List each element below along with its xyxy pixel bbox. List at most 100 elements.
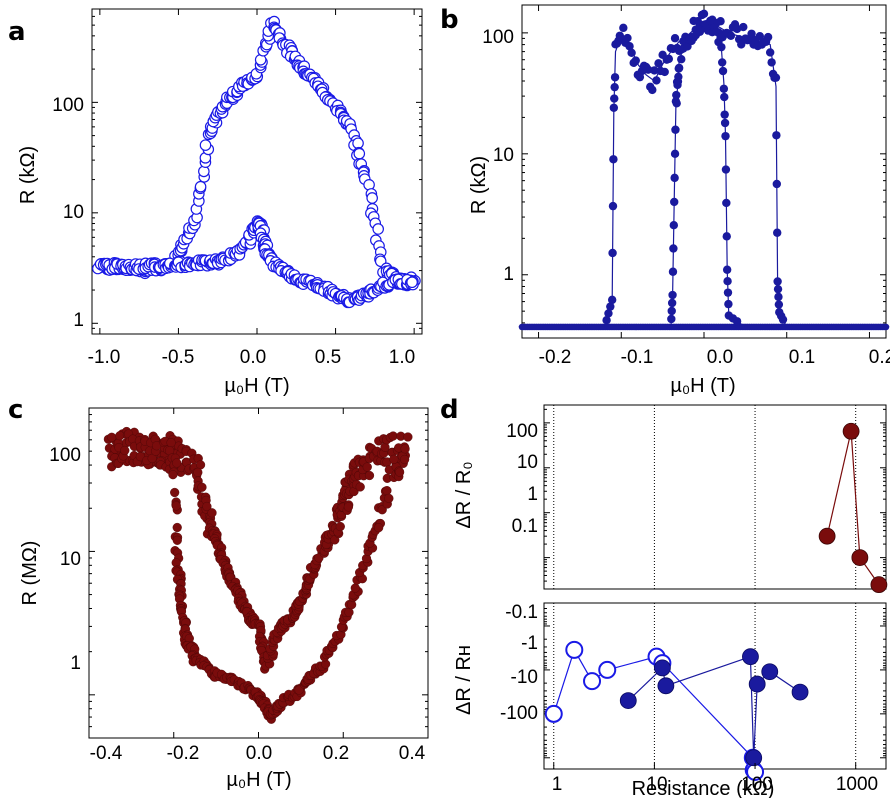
panel-b-data-point (648, 85, 657, 95)
panel-d-xtick: 1000 (836, 774, 878, 795)
panel-d-gridlines (553, 405, 857, 769)
panel-a-xlabel: µ₀H (T) (224, 375, 289, 397)
panel-b-xtick: 0.2 (869, 347, 890, 368)
panel-a-ytick: 10 (63, 202, 84, 223)
panel-d-bottom-data-point (598, 660, 617, 679)
panel-a-xtick: -0.5 (162, 347, 195, 368)
panel-c-x-ticks: -0.4 -0.2 0.0 0.2 0.4 (90, 743, 426, 764)
panel-d-xtick: 1 (552, 774, 563, 795)
panel-d-bottom-data-point (653, 659, 671, 677)
panel-b-data-point (608, 248, 617, 258)
panel-b-data-point (609, 155, 618, 164)
panel-b-data-point (668, 290, 677, 300)
panel-d-bottom-ytick: -10 (511, 667, 538, 688)
panel-d-top-ytick: 10 (517, 452, 538, 473)
panel-c-y-ticks: 1 10 100 (49, 445, 81, 674)
panel-c-data-point (400, 444, 410, 454)
panel-b-data-point (674, 72, 683, 81)
panel-b-data-point (882, 323, 890, 331)
panel-c-data-point (166, 438, 176, 448)
panel-d-top-data-point (870, 576, 888, 594)
panel-b-data-point (739, 22, 748, 32)
panel-c-data-point (343, 502, 354, 512)
panel-b-data-point (774, 300, 784, 309)
panel-c-plot (88, 407, 429, 739)
panel-d-xlabel: Resistance (kΩ) (632, 778, 775, 798)
panel-c-data-point (355, 482, 365, 492)
panel-c-data-point (335, 521, 345, 532)
panel-b-data-point (720, 110, 729, 119)
panel-c-data-point (170, 487, 180, 498)
panel-a-y-ticks: 1 10 100 (52, 95, 84, 331)
panel-d-top-ytick: 1 (527, 484, 538, 505)
panel-b-data-point (767, 58, 776, 67)
panel-c-data-point (172, 535, 182, 545)
panel-c-data-point (389, 454, 399, 464)
panel-c-data-point (172, 458, 182, 468)
panel-d-bottom-y-ticks: -0.1 -1 -10 -100 (500, 602, 538, 724)
panel-b-data-point (695, 27, 705, 36)
panel-c-data-point (172, 522, 182, 533)
panel-c-data-point (403, 432, 413, 442)
panel-a-data-point (406, 276, 418, 289)
panel-b-data-point (720, 118, 730, 128)
panel-d-bottom-data-point (583, 672, 602, 691)
panel-b-data-point (765, 48, 775, 57)
panel-b-data-point (721, 131, 730, 141)
panel-b-plot (518, 5, 890, 339)
panel-c-xtick: 0.0 (246, 743, 272, 764)
panel-b-data-point (773, 228, 782, 237)
panel-b-ytick: 10 (493, 145, 514, 166)
panel-b-data-point (674, 63, 684, 73)
panel-d-bottom-plot (544, 602, 886, 781)
panel-a-plot (92, 8, 422, 335)
panel-c-data-point (171, 501, 181, 511)
panel-d-top-ylabel: ΔR / R₀ (453, 461, 475, 528)
panel-b-ytick: 100 (482, 27, 514, 48)
panel-b-series-line (522, 20, 886, 328)
panel-c-xtick: -0.4 (90, 743, 123, 764)
panel-c-data-point (400, 454, 410, 465)
panel-a-xtick: 0.0 (240, 347, 266, 368)
panel-b-data-point (721, 165, 731, 174)
panel-b-data-point (608, 201, 618, 211)
panel-b-data-point (652, 76, 661, 85)
panel-b-data-point (726, 31, 736, 40)
panel-a-ytick: 100 (52, 95, 84, 116)
panel-d-bottom-ytick: -1 (521, 633, 538, 654)
panel-b-y-ticks: 1 10 100 (482, 27, 514, 285)
panel-b-data-point (774, 292, 783, 302)
panel-b-xtick: -0.1 (621, 347, 654, 368)
panel-b-x-ticks: -0.2 -0.1 0.0 0.1 0.2 (539, 347, 890, 368)
panel-c-data-point (197, 482, 207, 492)
panel-b-data-point (610, 82, 619, 92)
panel-b-data-point (670, 197, 679, 207)
panel-b-data-point (609, 103, 619, 112)
panel-b-data-point (604, 309, 613, 318)
panel-b-data-point (724, 299, 733, 309)
panel-d-bottom-data-point (742, 648, 759, 666)
panel-d-bottom-data-point (748, 675, 766, 693)
panel-b-data-point (667, 306, 676, 316)
panel-b-series-line (522, 22, 886, 328)
panel-d-top-plot (544, 408, 888, 594)
panel-b-data-point (716, 32, 725, 42)
panel-b-data-point (723, 277, 732, 286)
panel-d-bottom-ytick: -0.1 (505, 602, 538, 623)
panel-d-top-ytick: 100 (506, 421, 538, 442)
panel-b-data-point (772, 179, 781, 189)
panel-b-label: b (440, 5, 459, 35)
panel-d-bottom-data-point (791, 683, 809, 701)
panel-b-data-point (763, 32, 773, 42)
panel-b-data-point (625, 42, 634, 51)
panel-b-data-point (772, 131, 781, 140)
panel-b-data-point (670, 34, 680, 43)
panel-b-data-point (717, 42, 726, 52)
panel-a-xtick: 1.0 (389, 347, 415, 368)
panel-b-data-point (643, 65, 653, 74)
panel-a-data-point (352, 137, 364, 150)
panel-a-xtick: -1.0 (88, 347, 121, 368)
panel-d-bottom-ytick: -100 (500, 703, 538, 724)
panel-d-bottom-data-point (745, 749, 763, 767)
